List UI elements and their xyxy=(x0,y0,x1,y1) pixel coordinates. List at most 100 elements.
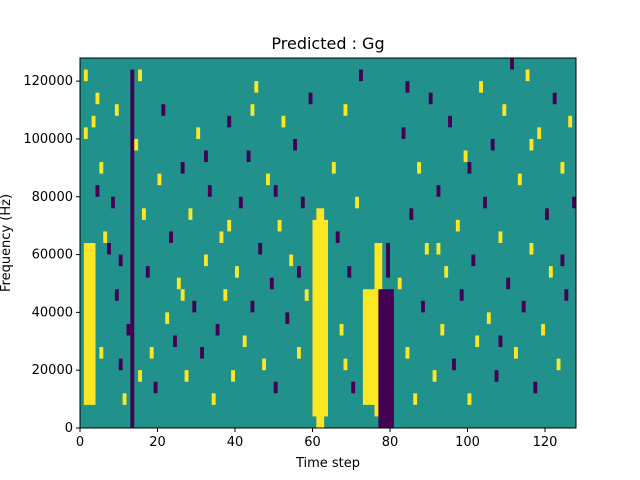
heatmap-cell xyxy=(207,185,212,197)
heatmap-cell xyxy=(204,150,208,163)
heatmap-cell xyxy=(548,266,553,278)
x-tick-label: 80 xyxy=(382,435,399,450)
heatmap-cell xyxy=(99,162,104,174)
heatmap-cell xyxy=(436,185,441,197)
y-axis-ticks: 0 20000 40000 60000 80000 100000 120000 xyxy=(23,74,80,436)
heatmap-cell xyxy=(355,196,359,209)
heatmap-cell xyxy=(227,115,232,128)
heatmap-cell xyxy=(126,323,131,336)
heatmap-cell xyxy=(91,289,96,301)
heatmap-cell xyxy=(552,92,557,105)
heatmap-cell xyxy=(285,312,290,324)
heatmap-cell xyxy=(401,127,406,139)
heatmap-cell xyxy=(262,358,266,371)
heatmap-cell xyxy=(467,393,472,405)
heatmap-cell xyxy=(173,335,177,348)
heatmap-cell xyxy=(510,58,514,70)
heatmap-cell xyxy=(514,347,518,359)
heatmap-cell xyxy=(250,300,255,313)
heatmap-cell xyxy=(235,266,239,278)
heatmap-cell xyxy=(145,266,150,278)
heatmap-cell xyxy=(440,323,445,336)
heatmap-cell xyxy=(111,196,115,209)
heatmap-cell xyxy=(114,104,119,116)
plot-frame xyxy=(79,57,577,429)
heatmap-cell xyxy=(118,254,123,267)
heatmap-cell xyxy=(83,69,88,82)
heatmap-cell xyxy=(169,231,173,243)
x-tick-label: 40 xyxy=(227,435,244,450)
heatmap-cell xyxy=(343,358,348,371)
x-axis-ticks: 0 20 40 60 80 100 120 xyxy=(76,428,557,450)
heatmap-cell xyxy=(138,370,142,382)
heatmap-cell xyxy=(219,231,224,243)
x-tick-label: 20 xyxy=(149,435,166,450)
heatmap-cell xyxy=(122,393,127,405)
heatmap-band xyxy=(83,243,96,405)
y-tick-label: 120000 xyxy=(23,74,73,89)
heatmap-cell xyxy=(281,115,286,128)
heatmap-cell xyxy=(157,173,162,186)
heatmap-cell xyxy=(455,219,460,232)
heatmap-cell xyxy=(176,277,181,290)
heatmap-cell xyxy=(87,300,92,313)
heatmap-cell xyxy=(138,69,142,82)
heatmap-cell xyxy=(223,289,228,301)
heatmap-cell xyxy=(211,393,216,405)
heatmap-cell xyxy=(490,138,495,151)
heatmap-cell xyxy=(486,312,491,324)
heatmap-cell xyxy=(103,231,108,243)
heatmap-cell xyxy=(95,185,100,197)
heatmap-cell xyxy=(448,115,452,128)
heatmap-cell xyxy=(572,196,576,209)
heatmap-cell xyxy=(498,335,503,348)
heatmap-cell xyxy=(254,81,259,93)
heatmap-cell xyxy=(188,208,193,220)
x-tick-label: 60 xyxy=(304,435,321,450)
heatmap-cell xyxy=(405,347,410,359)
heatmap-cell xyxy=(529,138,534,151)
heatmap-cell xyxy=(153,381,158,394)
heatmap-cell xyxy=(273,381,278,394)
heatmap-cell xyxy=(231,370,235,382)
heatmap-cell xyxy=(351,381,356,394)
heatmap-cell xyxy=(525,69,530,82)
heatmap-band xyxy=(378,289,394,428)
heatmap-cell xyxy=(300,196,305,209)
heatmap-cell xyxy=(347,266,352,278)
heatmap-cell xyxy=(533,381,538,394)
heatmap-cell xyxy=(266,173,270,186)
heatmap-cell xyxy=(467,162,472,174)
heatmap-band xyxy=(386,243,390,278)
heatmap-cell xyxy=(297,266,301,278)
heatmap-cell xyxy=(250,104,255,116)
heatmap-cell xyxy=(541,323,545,336)
heatmap-cell xyxy=(297,347,301,359)
heatmap-cell xyxy=(339,323,344,336)
heatmap-cell xyxy=(258,243,263,255)
x-tick-label: 100 xyxy=(455,435,480,450)
heatmap-cell xyxy=(459,289,464,301)
heatmap-cell xyxy=(161,104,166,116)
heatmap-cell xyxy=(308,92,313,105)
heatmap-cell xyxy=(343,104,348,116)
y-tick-label: 20000 xyxy=(32,363,73,378)
heatmap-cell xyxy=(479,81,483,93)
heatmap-cell xyxy=(475,335,480,348)
heatmap-cell xyxy=(204,254,208,267)
heatmap-cell xyxy=(196,127,201,139)
heatmap-cell xyxy=(304,289,309,301)
heatmap-cell xyxy=(521,300,526,313)
heatmap-cells xyxy=(80,58,576,428)
heatmap-cell xyxy=(180,289,185,301)
heatmap-cell xyxy=(494,370,499,382)
heatmap-cell xyxy=(498,231,503,243)
heatmap-cell xyxy=(114,289,119,301)
heatmap-cell xyxy=(246,150,251,163)
heatmap-cell xyxy=(564,289,569,301)
heatmap-cell xyxy=(215,323,220,336)
heatmap-cell xyxy=(118,358,123,371)
chart-title: Predicted : Gg xyxy=(271,34,384,53)
heatmap-cell xyxy=(471,254,476,267)
heatmap-cell xyxy=(192,300,197,313)
